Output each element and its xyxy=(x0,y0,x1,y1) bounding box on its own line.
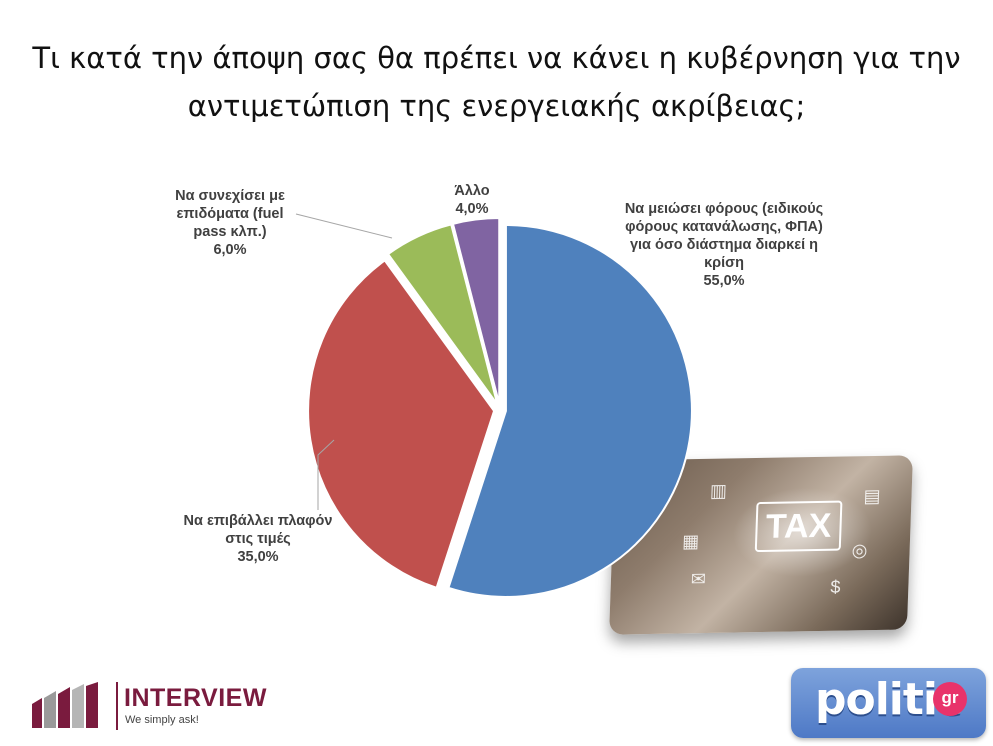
slice-label-tax-cuts-line-3: για όσο διάστημα διαρκεί η xyxy=(629,237,819,253)
slice-label-other: Άλλο 4,0% xyxy=(432,182,512,218)
slice-value-subsidies: 6,0% xyxy=(213,242,247,258)
slice-label-price-cap: Να επιβάλλει πλαφόν στις τιμές 35,0% xyxy=(158,512,358,566)
chart-title-line-2: αντιμετώπιση της ενεργειακής ακρίβειας; xyxy=(187,89,806,123)
leader-line-price-cap xyxy=(317,439,335,510)
pie-slice-tax-cuts xyxy=(447,223,693,598)
interview-bars-icon xyxy=(32,682,98,728)
politic-logo: politic gr xyxy=(791,668,986,738)
slice-label-tax-cuts-line-4: κρίση xyxy=(704,255,744,271)
slice-label-subsidies-line-2: επιδόματα (fuel xyxy=(176,206,284,222)
slice-value-other: 4,0% xyxy=(455,201,489,217)
slice-label-subsidies: Να συνεχίσει με επιδόματα (fuel pass κλπ… xyxy=(150,187,310,259)
slice-label-tax-cuts-line-2: φόρους κατανάλωσης, ΦΠΑ) xyxy=(625,219,823,235)
interview-divider xyxy=(116,682,118,730)
pie-slices xyxy=(307,217,693,598)
politic-gr-badge: gr xyxy=(933,682,967,716)
slice-label-subsidies-line-1: Να συνεχίσει με xyxy=(175,188,285,204)
slice-label-subsidies-line-3: pass κλπ.) xyxy=(193,224,267,240)
interview-name: INTERVIEW xyxy=(124,684,267,712)
pie-slice-price-cap xyxy=(307,259,496,590)
slice-label-other-line-1: Άλλο xyxy=(454,183,490,199)
slice-value-tax-cuts: 55,0% xyxy=(703,273,745,289)
slice-label-tax-cuts-line-1: Να μειώσει φόρους (ειδικούς xyxy=(624,201,824,217)
chart-title-line-1: Τι κατά την άποψη σας θα πρέπει να κάνει… xyxy=(32,41,961,75)
pie-slice-subsidies xyxy=(386,223,499,406)
slice-label-price-cap-line-2: στις τιμές xyxy=(225,531,291,547)
slice-label-price-cap-line-1: Να επιβάλλει πλαφόν xyxy=(183,513,333,529)
slice-label-tax-cuts: Να μειώσει φόρους (ειδικούς φόρους καταν… xyxy=(598,200,850,290)
slice-value-price-cap: 35,0% xyxy=(237,549,279,565)
interview-tagline: We simply ask! xyxy=(125,714,199,726)
pie-slice-other xyxy=(451,217,501,405)
leader-lines xyxy=(295,213,393,510)
leader-line-subsidies xyxy=(295,213,393,239)
interview-logo: INTERVIEW We simply ask! xyxy=(28,678,266,738)
chart-title: Τι κατά την άποψη σας θα πρέπει να κάνει… xyxy=(20,34,973,130)
